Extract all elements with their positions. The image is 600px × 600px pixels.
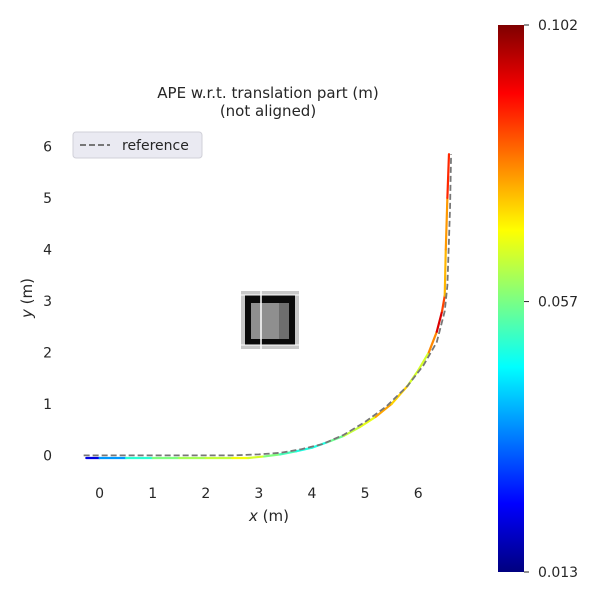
- colorbar-ticks: 0.013 0.057 0.102: [524, 18, 578, 581]
- trajectory-segment: [427, 330, 438, 354]
- trajectory-segment: [446, 153, 451, 200]
- x-axis-label-unit: (m): [258, 507, 289, 525]
- plot-area: [83, 153, 452, 460]
- trajectory-segment: [417, 351, 430, 372]
- trajectory-segment: [263, 453, 282, 458]
- y-tick-label: 6: [43, 139, 52, 155]
- title-line-1: APE w.r.t. translation part (m): [157, 84, 378, 102]
- legend: reference: [72, 131, 203, 159]
- x-axis-label: x (m): [248, 507, 289, 525]
- trajectory-segment: [374, 402, 393, 418]
- colorbar-tick-label: 0.057: [538, 295, 578, 311]
- y-tick-label: 2: [43, 345, 52, 361]
- axis-labels: x (m) y (m): [18, 278, 289, 525]
- trajectory-segment: [279, 450, 298, 456]
- y-tick-label: 0: [43, 448, 52, 464]
- trajectory-segment: [443, 248, 447, 297]
- y-tick-label: 5: [43, 191, 52, 207]
- colorbar: 0.013 0.057 0.102: [498, 18, 578, 581]
- title: APE w.r.t. translation part (m) (not ali…: [157, 84, 378, 120]
- y-tick-labels: 0 1 2 3 4 5 6: [43, 139, 52, 464]
- x-tick-label: 2: [201, 486, 210, 502]
- x-tick-label: 1: [148, 486, 157, 502]
- y-axis-label-var: y: [18, 308, 36, 319]
- x-tick-label: 3: [254, 486, 263, 502]
- x-tick-label: 5: [361, 486, 370, 502]
- y-axis-label: y (m): [18, 278, 36, 319]
- colorbar-tick-label: 0.102: [538, 18, 578, 34]
- trajectory-segment: [358, 415, 377, 429]
- colorbar-gradient: [498, 25, 524, 572]
- title-line-2: (not aligned): [220, 102, 316, 120]
- trajectory-segment: [444, 196, 449, 251]
- x-axis-label-var: x: [248, 507, 258, 525]
- robot-marker-shade: [279, 303, 289, 339]
- x-tick-labels: 0 1 2 3 4 5 6: [95, 486, 423, 502]
- x-tick-label: 4: [308, 486, 317, 502]
- y-tick-label: 3: [43, 294, 52, 310]
- y-axis-label-unit: (m): [18, 278, 36, 309]
- x-tick-label: 0: [95, 486, 104, 502]
- robot-marker: [241, 291, 303, 349]
- legend-reference-label: reference: [122, 138, 189, 154]
- trajectory-segment: [435, 310, 444, 333]
- x-tick-label: 6: [414, 486, 423, 502]
- trajectory-segment: [342, 425, 361, 437]
- legend-box: [72, 131, 203, 159]
- colorbar-tick-label: 0.013: [538, 565, 578, 581]
- y-tick-label: 4: [43, 242, 52, 258]
- trajectory-segment: [440, 294, 446, 313]
- reference-line: [83, 154, 452, 457]
- trajectory-segment: [390, 384, 409, 406]
- y-tick-label: 1: [43, 397, 52, 413]
- trajectory-segment: [247, 455, 266, 460]
